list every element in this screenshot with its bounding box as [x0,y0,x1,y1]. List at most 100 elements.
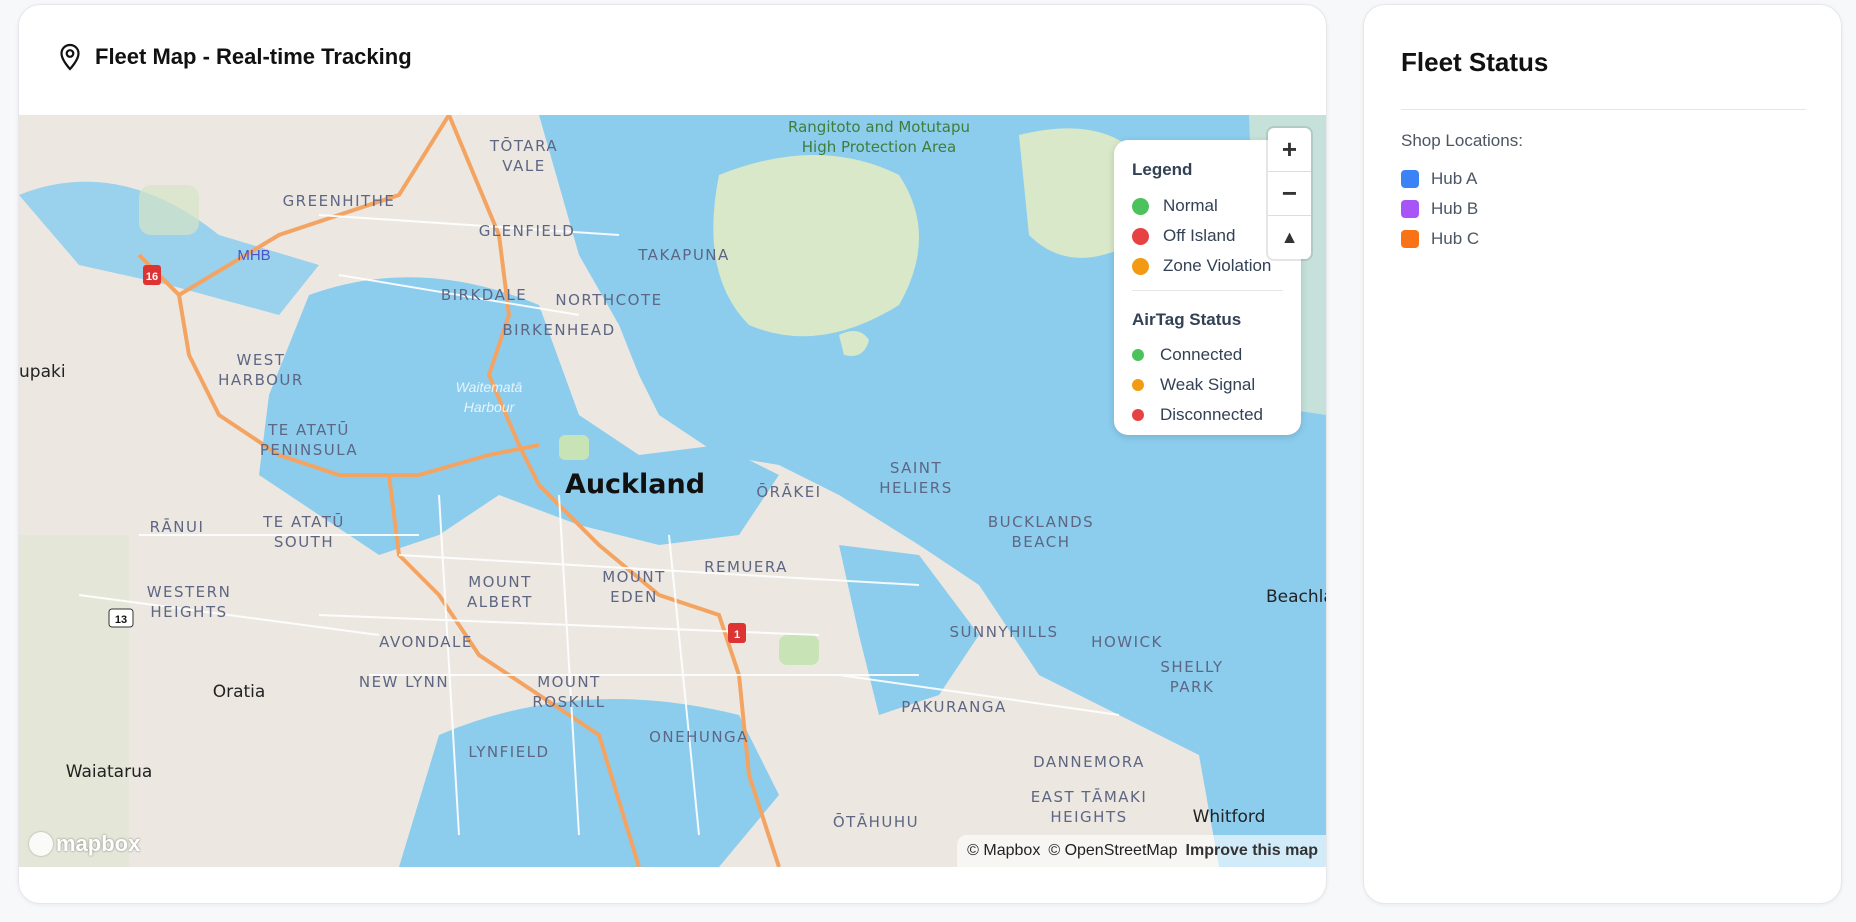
map-card-header: Fleet Map - Real-time Tracking [59,43,412,71]
svg-text:AVONDALE: AVONDALE [379,633,473,651]
svg-text:BEACH: BEACH [1011,533,1070,551]
svg-text:WESTERN: WESTERN [147,583,232,601]
svg-text:Rangitoto and Motutapu: Rangitoto and Motutapu [788,118,970,136]
airtag-dot-icon [1132,409,1144,421]
fleet-status-title: Fleet Status [1401,47,1549,77]
svg-text:EDEN: EDEN [610,588,658,606]
svg-text:Whitford: Whitford [1193,807,1266,827]
svg-text:HARBOUR: HARBOUR [218,371,304,389]
map-navigation-control: + − ▲ [1268,128,1311,259]
route-1-shield: 1 [734,629,740,641]
svg-text:WEST: WEST [237,351,286,369]
legend-item-normal: Normal [1132,196,1218,216]
mapbox-logo[interactable]: mapbox [29,831,140,857]
svg-text:PARK: PARK [1170,678,1215,696]
svg-text:GLENFIELD: GLENFIELD [479,222,576,240]
svg-text:MHB: MHB [237,247,270,264]
fleet-status-card: Fleet Status Shop Locations: Hub A Hub B… [1363,4,1842,904]
svg-text:PENINSULA: PENINSULA [260,441,358,459]
rangitoto-island [713,155,919,337]
legend-item-disconnected: Disconnected [1132,405,1263,425]
map-canvas[interactable]: 16 13 1 Rangitoto and Motutapu High Prot… [19,115,1326,867]
zoom-in-button[interactable]: + [1268,128,1311,172]
mapbox-logo-icon [29,832,53,856]
svg-text:ALBERT: ALBERT [467,593,533,611]
svg-text:BUCKLANDS: BUCKLANDS [988,513,1094,531]
status-dot-icon [1132,227,1149,245]
svg-text:TŌTARA: TŌTARA [489,136,558,155]
svg-text:HELIERS: HELIERS [879,479,952,497]
svg-text:RĀNUI: RĀNUI [150,518,205,536]
svg-text:GREENHITHE: GREENHITHE [283,192,396,210]
hub-item-a: Hub A [1401,169,1477,189]
svg-text:upaki: upaki [19,362,66,382]
svg-text:VALE: VALE [502,157,545,175]
svg-text:BIRKENHEAD: BIRKENHEAD [502,321,615,339]
status-dot-icon [1132,197,1149,215]
svg-text:Oratia: Oratia [213,682,266,702]
svg-text:ŌRĀKEI: ŌRĀKEI [756,482,821,501]
fleet-map-card: Fleet Map - Real-time Tracking [18,4,1327,904]
hub-color-swatch [1401,200,1419,218]
svg-text:SOUTH: SOUTH [274,533,334,551]
svg-text:Auckland: Auckland [565,469,705,500]
legend-title: Legend [1132,160,1193,179]
svg-text:BIRKDALE: BIRKDALE [441,286,527,304]
mapbox-attribution-link[interactable]: © Mapbox [967,842,1041,859]
legend-item-off-island: Off Island [1132,226,1235,246]
hub-item-b: Hub B [1401,199,1478,219]
osm-attribution-link[interactable]: © OpenStreetMap [1048,842,1178,859]
compass-reset-button[interactable]: ▲ [1280,227,1299,247]
svg-text:SAINT: SAINT [890,459,942,477]
map-attribution: © Mapbox © OpenStreetMap Improve this ma… [957,835,1326,867]
svg-text:LYNFIELD: LYNFIELD [468,743,549,761]
svg-text:REMUERA: REMUERA [704,558,788,576]
divider [1401,109,1806,110]
legend-item-connected: Connected [1132,345,1242,365]
improve-map-link[interactable]: Improve this map [1185,842,1318,859]
map-labels: Rangitoto and Motutapu High Protection A… [19,118,1326,831]
water-upper [19,181,319,315]
svg-text:DANNEMORA: DANNEMORA [1033,753,1145,771]
motorway-1 [447,115,781,867]
svg-text:EAST TĀMAKI: EAST TĀMAKI [1031,788,1148,806]
airtag-dot-icon [1132,379,1144,391]
svg-text:MOUNT: MOUNT [602,568,666,586]
svg-text:SHELLY: SHELLY [1160,658,1223,676]
motorway-16 [137,253,540,477]
zoom-out-button[interactable]: − [1268,172,1311,216]
hub-color-swatch [1401,230,1419,248]
status-dot-icon [1132,257,1149,275]
svg-text:HOWICK: HOWICK [1091,633,1163,651]
svg-text:TE ATATŪ: TE ATATŪ [262,512,345,531]
svg-text:Harbour: Harbour [464,399,516,415]
svg-text:TE ATATŪ: TE ATATŪ [267,420,350,439]
water-tamaki [839,545,979,715]
mapbox-logo-text: mapbox [56,831,141,856]
svg-text:MOUNT: MOUNT [537,673,601,691]
route-16-shield: 16 [146,271,158,283]
svg-text:HEIGHTS: HEIGHTS [1050,808,1127,826]
map-title: Fleet Map - Real-time Tracking [95,44,412,69]
svg-text:High Protection Area: High Protection Area [802,138,956,156]
svg-text:MOUNT: MOUNT [468,573,532,591]
hub-color-swatch [1401,170,1419,188]
airtag-dot-icon [1132,349,1144,361]
svg-text:Beachla: Beachla [1266,587,1326,607]
legend-divider [1132,290,1283,291]
svg-text:ROSKILL: ROSKILL [532,693,605,711]
hub-item-c: Hub C [1401,229,1479,249]
legend-item-weak-signal: Weak Signal [1132,375,1255,395]
legend-item-zone-violation: Zone Violation [1132,256,1271,276]
svg-text:TAKAPUNA: TAKAPUNA [637,246,730,264]
route-13-shield: 13 [115,614,127,626]
airtag-status-title: AirTag Status [1132,310,1242,329]
map-tiles[interactable]: 16 13 1 Rangitoto and Motutapu High Prot… [19,115,1326,867]
svg-text:Waitematā: Waitematā [456,379,523,395]
svg-text:SUNNYHILLS: SUNNYHILLS [949,623,1058,641]
motutapu-island [1019,128,1139,258]
svg-text:PAKURANGA: PAKURANGA [901,698,1006,716]
shop-locations-label: Shop Locations: [1401,131,1523,150]
svg-text:NORTHCOTE: NORTHCOTE [555,291,662,309]
svg-text:ŌTĀHUHU: ŌTĀHUHU [833,812,919,831]
